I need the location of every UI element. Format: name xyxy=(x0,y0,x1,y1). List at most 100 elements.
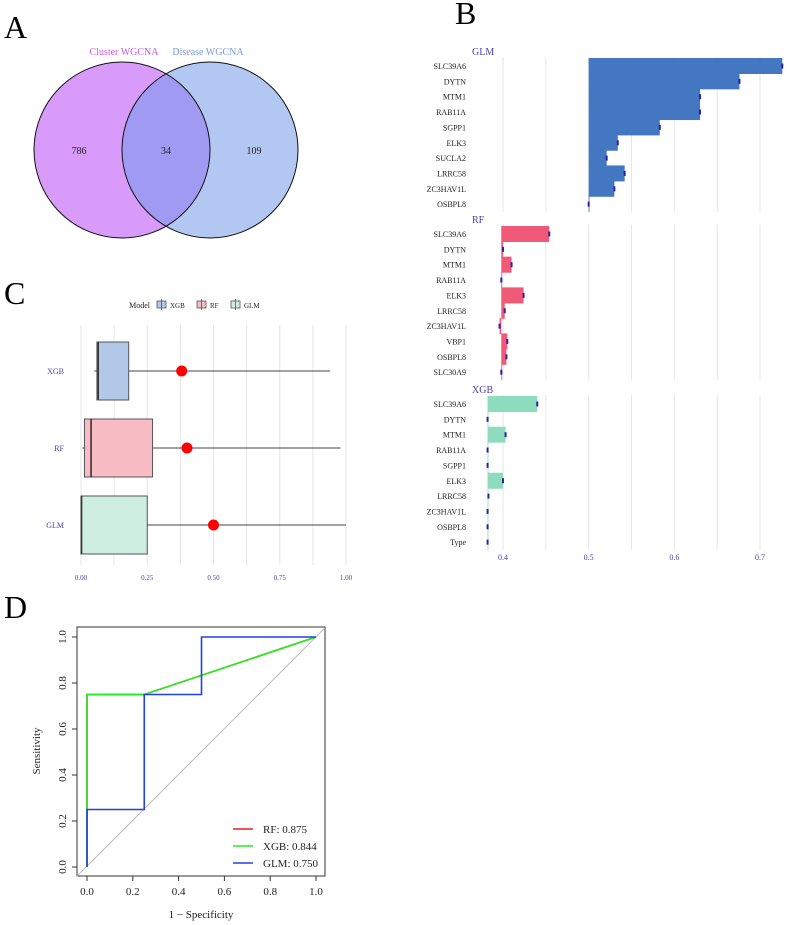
error-marker xyxy=(486,447,489,453)
bar xyxy=(487,426,506,443)
legend-label: GLM: 0.750 xyxy=(263,858,319,870)
x-tick-label: 0.50 xyxy=(207,574,220,582)
error-marker xyxy=(486,462,489,468)
plot-frame xyxy=(76,626,326,877)
gene-label: MTM1 xyxy=(443,261,466,270)
x-tick-label: 0.2 xyxy=(126,886,140,898)
error-marker xyxy=(658,124,661,130)
box xyxy=(80,495,148,555)
venn-count-intersection: 34 xyxy=(161,146,171,157)
panel-letter-b: B xyxy=(455,0,476,31)
legend-label: XGB xyxy=(170,302,185,310)
error-marker xyxy=(506,338,509,344)
y-axis-label: Sensitivity xyxy=(31,727,43,775)
legend-label: RF xyxy=(210,302,219,310)
x-tick-label: 1.00 xyxy=(340,574,353,582)
diagonal-reference xyxy=(76,627,326,877)
legend-label: GLM xyxy=(244,302,260,310)
roc-curve-chart: 0.0 0.0 0.2 0.2 0.4 0.4 0.6 0.6 0.8 0.8 1.0 1.0 1 − … xyxy=(31,626,326,921)
error-marker xyxy=(522,292,525,298)
bar xyxy=(588,150,607,167)
x-tick-label: 0.6 xyxy=(218,886,232,898)
facet-title: GLM xyxy=(472,47,494,58)
error-marker xyxy=(510,262,513,268)
bar xyxy=(501,302,505,319)
gene-label: SGPP1 xyxy=(443,461,466,470)
legend-title: Model xyxy=(129,301,151,310)
gene-label: OSBPL8 xyxy=(437,200,466,209)
gene-label: ZC3HAV1L xyxy=(427,185,467,194)
legend-label: RF: 0.875 xyxy=(263,824,308,836)
gene-label: ELK3 xyxy=(446,477,466,486)
error-marker xyxy=(502,478,504,484)
gene-label: DYTN xyxy=(444,77,466,86)
x-tick-label: 0.75 xyxy=(274,574,287,582)
error-marker xyxy=(486,539,489,545)
x-tick-label: 0.25 xyxy=(141,574,154,582)
error-marker xyxy=(699,94,702,100)
error-marker xyxy=(502,246,504,252)
gene-label: SLC39A6 xyxy=(434,62,466,71)
x-tick-label: 0.8 xyxy=(263,886,277,898)
venn-count-disease-only: 109 xyxy=(247,146,262,157)
error-marker xyxy=(738,78,741,84)
error-marker xyxy=(500,369,503,375)
error-marker xyxy=(536,401,539,407)
gene-label: DYTN xyxy=(444,415,466,424)
gene-label: OSBPL8 xyxy=(437,523,466,532)
venn-count-cluster-only: 786 xyxy=(72,146,87,157)
gene-label: LRRC58 xyxy=(437,307,466,316)
roc-line-glm xyxy=(86,636,316,867)
gene-label: ELK3 xyxy=(446,139,466,148)
y-tick-label: 0.6 xyxy=(57,722,69,736)
bar xyxy=(588,88,701,105)
residual-boxplot: Model XGB RF GLM XGB RF GLM 0.00 0.25 0.50 0.75 1.0… xyxy=(46,299,353,582)
error-marker xyxy=(486,524,489,530)
gene-label: LRRC58 xyxy=(437,169,466,178)
venn-intersection xyxy=(122,62,210,238)
error-marker xyxy=(548,231,551,237)
bar xyxy=(588,180,615,197)
panel-letter-a: A xyxy=(4,9,27,45)
x-axis-label: 1 − Specificity xyxy=(169,909,234,921)
x-tick-label: 0.0 xyxy=(80,886,94,898)
gene-label: SLC39A6 xyxy=(434,230,466,239)
error-marker xyxy=(487,493,490,499)
gene-label: VBP1 xyxy=(446,337,466,346)
bar xyxy=(588,165,625,182)
bar xyxy=(588,104,701,121)
error-marker xyxy=(486,508,489,514)
gene-label: LRRC58 xyxy=(437,492,466,501)
venn-outline-disease xyxy=(121,61,299,239)
mean-point xyxy=(181,442,193,454)
error-marker xyxy=(605,155,608,161)
error-marker xyxy=(498,323,501,329)
gene-label: Type xyxy=(450,538,466,547)
gene-label: ZC3HAV1L xyxy=(427,507,467,516)
box xyxy=(83,418,154,478)
gene-label: DYTN xyxy=(444,245,466,254)
error-marker xyxy=(623,170,626,176)
facet-title: RF xyxy=(472,215,485,226)
importance-bar-chart: GLM SLC39A6 DYTN MTM1 RAB11A SGPP1 ELK3 SUCLA2 L… xyxy=(427,47,784,562)
panel-letter-d: D xyxy=(4,589,27,625)
venn-outline-cluster xyxy=(33,61,211,239)
gene-label: SGPP1 xyxy=(443,123,466,132)
error-marker xyxy=(504,432,507,438)
x-tick-label: 0.5 xyxy=(584,553,594,562)
error-marker xyxy=(781,63,784,69)
bar xyxy=(487,472,503,489)
error-marker xyxy=(505,354,508,360)
error-marker xyxy=(699,109,702,115)
bar xyxy=(501,287,524,304)
mean-point xyxy=(208,519,219,531)
error-marker xyxy=(503,308,506,314)
x-tick-label: 0.4 xyxy=(498,553,508,562)
x-tick-label: 0.00 xyxy=(75,574,88,582)
bar xyxy=(487,396,538,412)
y-tick-label: 0.8 xyxy=(57,676,69,690)
category-label: RF xyxy=(54,444,64,453)
y-tick-label: 1.0 xyxy=(57,630,69,644)
gene-label: RAB11A xyxy=(436,276,466,285)
